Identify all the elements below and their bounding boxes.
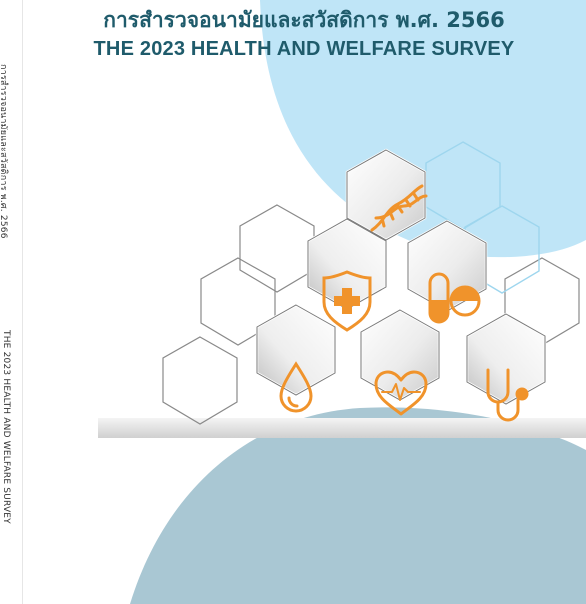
light-blue-circle — [260, 0, 586, 258]
stethoscope-icon — [486, 368, 529, 422]
cover-title-en: THE 2023 HEALTH AND WELFARE SURVEY — [93, 38, 515, 60]
capsule-pill-icon — [428, 272, 481, 324]
shelf-bar — [98, 418, 586, 438]
slate-blue-circle — [130, 407, 586, 604]
dna-icon — [370, 184, 428, 232]
shield-cross-icon — [322, 270, 372, 332]
heart-pulse-icon — [374, 370, 428, 416]
book-spine: การสำรวจอนามัยและสวัสดิการ พ.ศ. 2566 THE… — [0, 0, 23, 604]
drop-icon — [279, 361, 313, 413]
cover-title-th: การสำรวจอนามัยและสวัสดิการ พ.ศ. 2566 — [103, 8, 505, 32]
